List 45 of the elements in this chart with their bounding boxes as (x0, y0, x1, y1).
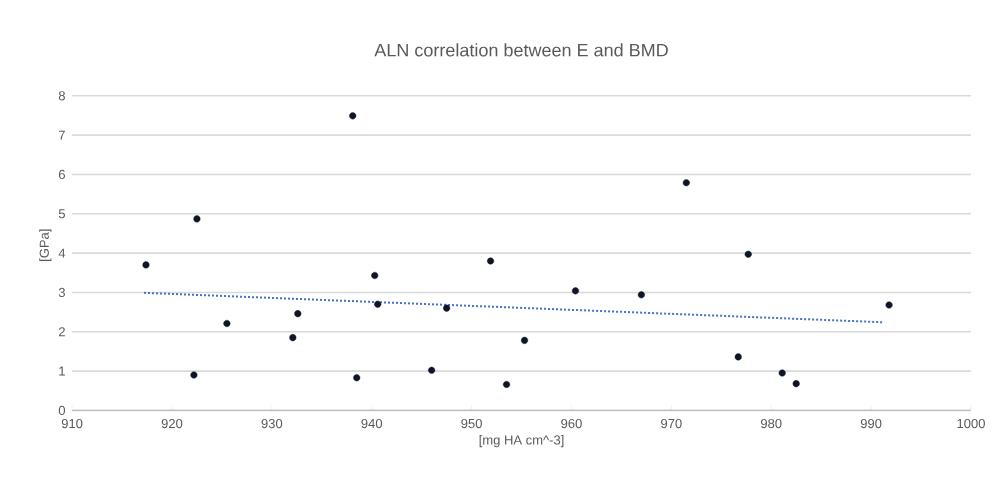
y-tick-label: 7 (58, 130, 65, 140)
point (571, 287, 579, 295)
y-tick-label: 1 (59, 366, 65, 376)
point (443, 304, 451, 312)
point (223, 319, 231, 327)
point (503, 380, 511, 388)
point (349, 112, 357, 120)
y-axis-title: [GPa] (39, 229, 52, 261)
point (885, 301, 893, 309)
x-tick-label: 940 (361, 418, 383, 428)
y-tick-label: 8 (58, 90, 65, 101)
x-tick-label: 950 (461, 418, 482, 428)
point (193, 215, 201, 223)
x-axis-title: [mg HA cm^-3] (479, 434, 564, 447)
point (521, 336, 529, 344)
point (744, 250, 752, 258)
x-tick-label: 970 (661, 418, 682, 428)
point (487, 257, 495, 265)
x-tick-label: 920 (161, 418, 183, 428)
y-tick-label: 6 (58, 169, 65, 179)
point (637, 291, 645, 299)
x-tick-label: 960 (561, 418, 582, 428)
point (142, 261, 150, 269)
x-tick-label: 910 (61, 418, 83, 428)
point (428, 366, 436, 374)
y-tick-label: 4 (58, 248, 66, 258)
chart-title: ALN correlation between E and BMD (374, 43, 668, 57)
point (294, 309, 302, 317)
y-tick-label: 5 (58, 209, 65, 219)
point (792, 379, 800, 387)
point (353, 374, 361, 382)
point (734, 353, 742, 361)
point (371, 271, 379, 279)
x-tick-label: 990 (860, 418, 882, 428)
y-tick-label: 0 (58, 405, 66, 415)
point (778, 369, 786, 377)
point (190, 371, 198, 379)
x-tick-label: 980 (760, 418, 782, 428)
x-tick-label: 930 (261, 418, 283, 428)
point (289, 333, 297, 341)
y-tick-label: 2 (58, 326, 65, 337)
y-tick-label: 3 (58, 287, 65, 297)
point (682, 178, 690, 186)
x-tick-label: 1000 (957, 418, 985, 428)
point (374, 300, 382, 308)
